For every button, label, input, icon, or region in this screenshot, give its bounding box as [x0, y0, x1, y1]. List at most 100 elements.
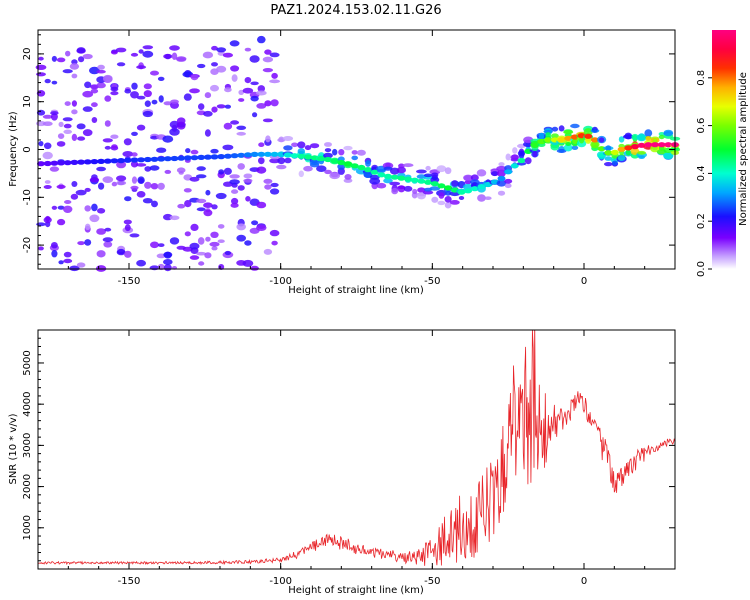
spectrogram-cell	[184, 231, 191, 237]
spectrogram-cell	[255, 90, 267, 96]
spectrogram-cell	[504, 183, 512, 189]
spectrogram-cell	[282, 136, 294, 141]
spectrogram-cell	[136, 259, 147, 267]
spectrogram-cell	[497, 190, 506, 196]
spectrogram-ridge-cell	[197, 154, 206, 160]
spectrogram-ridge-cell	[417, 178, 426, 184]
spectrogram-cell	[222, 52, 233, 58]
spectrogram-ridge-cell	[243, 152, 252, 158]
spectrogram-cell	[84, 81, 92, 89]
spectrogram-cell	[63, 123, 72, 129]
snr-y-label: SNR (10 * v/v)	[8, 413, 19, 484]
spectrogram-cell	[262, 118, 273, 123]
spectrogram-cell	[176, 117, 186, 125]
spectrogram-cell	[242, 259, 254, 267]
y-tick-label: 2000	[22, 474, 33, 499]
spectrogram-cell	[189, 255, 200, 260]
spectrogram-cell	[256, 224, 267, 231]
spectrogram-cell	[524, 157, 532, 165]
spectrogram-ridge-cell	[644, 142, 653, 148]
spectrogram-ridge-cell	[237, 152, 246, 158]
spectrogram-ridge-cell	[37, 161, 45, 167]
spectrogram-cell	[183, 188, 192, 193]
spectrogram-cell	[144, 166, 152, 172]
spectrogram-cell	[70, 193, 79, 200]
spectrogram-cell	[245, 196, 251, 202]
spectrogram-cell	[110, 86, 119, 92]
spectrogram-cell	[98, 182, 105, 190]
spectrogram-cell	[189, 88, 200, 94]
spectrogram-cell	[104, 120, 111, 127]
spectrogram-cell	[270, 99, 279, 107]
spectrogram-cell	[44, 78, 51, 84]
spectrogram-cell	[270, 188, 280, 195]
spectrogram-ridge-cell	[83, 159, 92, 165]
spectrogram-cell	[224, 87, 232, 93]
spectrogram-cell	[84, 205, 91, 212]
spectrogram-cell	[229, 179, 240, 185]
spectrogram-cell	[402, 163, 414, 168]
spectrogram-cell	[96, 250, 106, 258]
spectrogram-cell	[516, 161, 527, 166]
spectrogram-cell	[244, 47, 252, 52]
spectrogram-ridge-cell	[43, 160, 52, 167]
spectrogram-cell	[43, 185, 52, 189]
spectrogram-cell	[189, 242, 200, 250]
spectrogram-cell	[142, 198, 153, 204]
spectrogram-ridge-cell	[97, 158, 106, 164]
spectrogram-ridge-cell	[110, 158, 119, 164]
spectrogram-cell	[171, 52, 178, 60]
spectrogram-cell	[156, 147, 167, 153]
spectrogram-cell	[116, 180, 127, 186]
spectrogram-ridge-cell	[384, 173, 392, 179]
spectrogram-cell	[136, 95, 146, 100]
spectrogram-cell	[276, 164, 287, 170]
spectrogram-cell	[264, 49, 272, 55]
spectrogram-cell	[545, 132, 551, 139]
spectrogram-cell	[238, 89, 244, 95]
spectrogram-cell	[82, 90, 94, 98]
spectrogram-cell	[164, 169, 172, 174]
spectrogram-cell	[249, 55, 260, 63]
x-tick-label: -150	[118, 576, 141, 587]
spectrogram-cell	[551, 126, 559, 132]
spectrogram-cell	[195, 174, 207, 179]
spectrogram-cell	[625, 149, 631, 156]
spectrogram-cell	[90, 88, 99, 94]
colorbar-tick-label: 0.4	[696, 165, 707, 181]
spectrogram-cell	[583, 128, 593, 136]
spectrogram-cell	[416, 192, 426, 200]
spectrogram-cell	[376, 182, 387, 189]
spectrogram-cell	[223, 122, 233, 130]
spectrogram-cell	[163, 259, 173, 265]
spectrogram-cell	[65, 50, 71, 57]
spectrogram-cell	[211, 106, 218, 113]
spectrogram-cell	[82, 53, 93, 60]
spectrogram-cell	[445, 190, 451, 196]
spectrogram-cell	[550, 143, 560, 151]
spectrogram-cell	[511, 154, 519, 161]
spectrogram-cell	[269, 52, 280, 58]
spectrogram-cell	[229, 40, 240, 47]
spectrogram-cell	[431, 196, 439, 203]
spectrogram-cell	[236, 131, 246, 136]
spectrogram-ridge-cell	[344, 161, 352, 167]
spectrogram-cell	[298, 170, 304, 178]
spectrogram-cell	[244, 77, 252, 84]
spectrogram-cell	[43, 216, 52, 224]
colorbar-gradient	[712, 30, 736, 269]
spectrogram-cell	[136, 65, 147, 69]
spectrogram-cell	[58, 260, 64, 265]
spectrogram-cell	[197, 63, 206, 69]
spectrogram-ridge-cell	[457, 189, 466, 195]
y-tick-label: 20	[22, 48, 33, 61]
spectrogram-cell	[256, 103, 267, 109]
spectrogram-cell	[216, 47, 227, 53]
spectrogram-cell	[416, 169, 427, 174]
spectrogram-ridge-cell	[404, 176, 413, 182]
spectrogram-cell	[211, 204, 218, 210]
spectrogram-cell	[257, 35, 266, 44]
spectrogram-cell	[211, 62, 218, 67]
spectrogram-ridge-cell	[544, 137, 553, 143]
spectrogram-cell	[423, 173, 433, 178]
